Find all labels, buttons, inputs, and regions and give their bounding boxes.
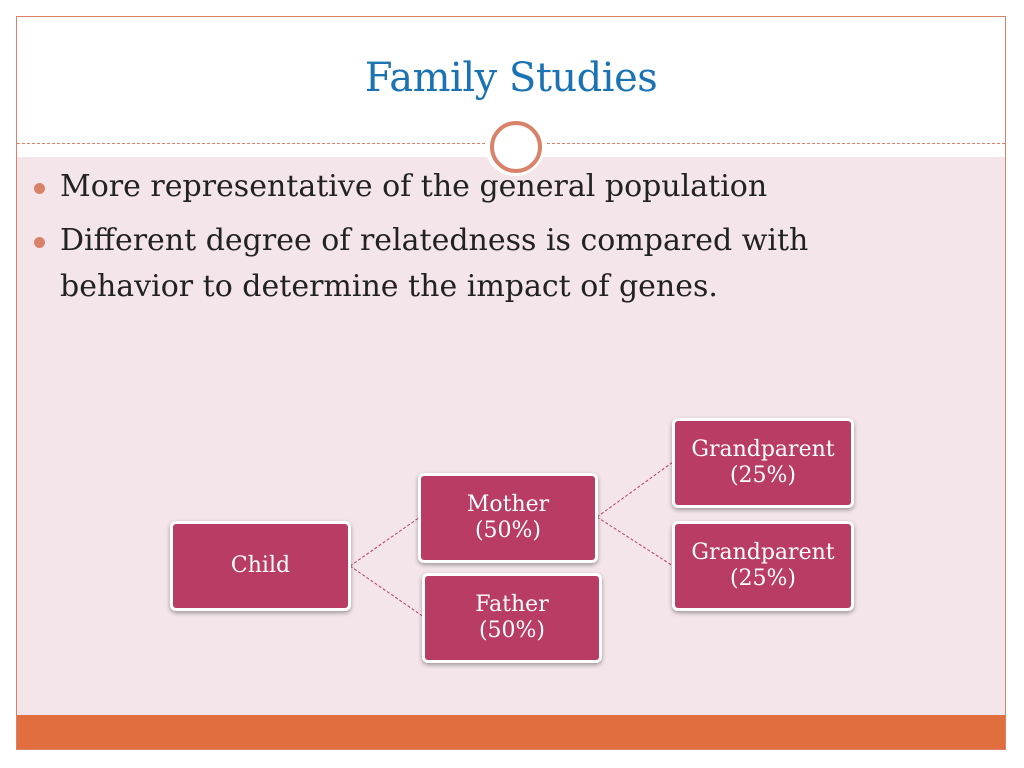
node-father-share: (50%) bbox=[478, 618, 546, 643]
node-child: Child bbox=[170, 521, 351, 611]
bullet-dot-icon bbox=[34, 183, 45, 194]
bullet-text: More representative of the general popul… bbox=[60, 169, 768, 204]
bullet-text: Different degree of relatedness is compa… bbox=[60, 223, 809, 304]
divider-ring-icon bbox=[490, 121, 542, 173]
node-grandparent-2-label: Grandparent bbox=[691, 540, 835, 565]
slide-title: Family Studies bbox=[364, 55, 658, 101]
node-grandparent-2: Grandparent (25%) bbox=[672, 521, 854, 611]
node-grandparent-1-label: Grandparent bbox=[691, 437, 835, 462]
bullet-list: More representative of the general popul… bbox=[30, 164, 930, 318]
node-mother-label: Mother bbox=[466, 492, 550, 517]
node-father: Father (50%) bbox=[422, 573, 602, 663]
footer-bar bbox=[17, 715, 1005, 749]
node-mother: Mother (50%) bbox=[418, 473, 598, 563]
bullet-dot-icon bbox=[34, 237, 45, 248]
node-grandparent-2-share: (25%) bbox=[729, 566, 797, 591]
node-mother-share: (50%) bbox=[474, 518, 542, 543]
node-child-label: Child bbox=[230, 553, 291, 578]
node-grandparent-1: Grandparent (25%) bbox=[672, 418, 854, 508]
node-grandparent-1-share: (25%) bbox=[729, 463, 797, 488]
bullet-item: Different degree of relatedness is compa… bbox=[30, 218, 930, 310]
node-father-label: Father bbox=[475, 592, 549, 617]
bullet-item: More representative of the general popul… bbox=[30, 164, 930, 210]
